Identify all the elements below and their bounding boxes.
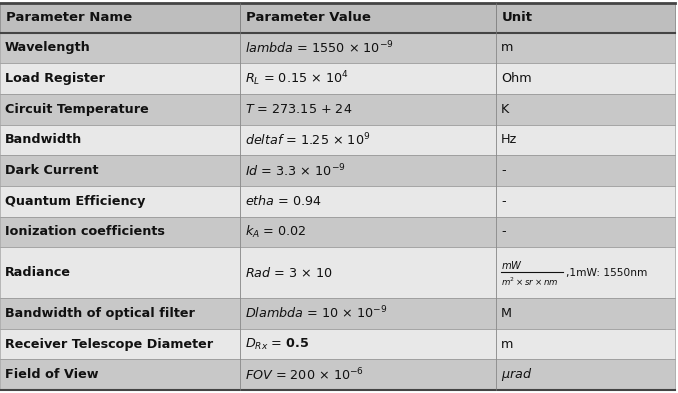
Bar [239, 247, 496, 298]
Bar [0, 33, 239, 63]
Bar [496, 247, 675, 298]
Bar [0, 125, 239, 155]
Text: Unit: Unit [502, 11, 533, 24]
Text: Circuit Temperature: Circuit Temperature [5, 103, 148, 116]
Text: Ionization coefficients: Ionization coefficients [5, 226, 165, 239]
Text: ,1mW: 1550nm: ,1mW: 1550nm [566, 268, 647, 277]
Bar [496, 359, 675, 390]
Bar [496, 329, 675, 359]
Text: $\it{Rad}$ = 3 $\times$ 10: $\it{Rad}$ = 3 $\times$ 10 [245, 266, 332, 280]
Text: $\it{R}_{\it{L}}$ = 0.15 $\times$ 10$^{4}$: $\it{R}_{\it{L}}$ = 0.15 $\times$ 10$^{4… [245, 69, 348, 88]
Text: $\it{k}_{\it{A}}$ = 0.02: $\it{k}_{\it{A}}$ = 0.02 [245, 224, 306, 240]
Bar [0, 329, 239, 359]
Text: K: K [501, 103, 509, 116]
Bar [496, 3, 675, 33]
Text: -: - [501, 195, 506, 208]
Bar [239, 125, 496, 155]
Text: $\it{etha}$ = 0.94: $\it{etha}$ = 0.94 [245, 194, 321, 208]
Bar [0, 247, 239, 298]
Text: Field of View: Field of View [5, 368, 98, 381]
Text: $\it{m^2 \times sr \times nm}$: $\it{m^2 \times sr \times nm}$ [501, 275, 559, 288]
Text: Bandwidth of optical filter: Bandwidth of optical filter [5, 307, 195, 320]
Bar [0, 359, 239, 390]
Bar [239, 329, 496, 359]
Text: Parameter Value: Parameter Value [245, 11, 370, 24]
Text: Wavelength: Wavelength [5, 41, 91, 55]
Text: $\mathbf{\it{D}}_{\mathbf{\it{Rx}}}$ = $\mathbf{0.5}$: $\mathbf{\it{D}}_{\mathbf{\it{Rx}}}$ = $… [245, 336, 309, 352]
Bar [496, 94, 675, 125]
Bar [496, 125, 675, 155]
Bar [0, 217, 239, 247]
Bar [239, 217, 496, 247]
Bar [0, 186, 239, 217]
Text: $\it{mW}$: $\it{mW}$ [501, 259, 523, 271]
Bar [239, 359, 496, 390]
Text: $\it{\mu rad}$: $\it{\mu rad}$ [501, 366, 533, 383]
Bar [239, 155, 496, 186]
Bar [496, 217, 675, 247]
Text: $\it{T}$ = 273.15 + 24: $\it{T}$ = 273.15 + 24 [245, 103, 352, 116]
Bar [239, 3, 496, 33]
Text: Ohm: Ohm [501, 72, 532, 85]
Bar [496, 155, 675, 186]
Text: $\it{Dlambda}$ = 10 $\times$ 10$^{-9}$: $\it{Dlambda}$ = 10 $\times$ 10$^{-9}$ [245, 305, 387, 321]
Text: Dark Current: Dark Current [5, 164, 98, 177]
Bar [239, 186, 496, 217]
Text: $\it{deltaf}$ = 1.25 $\times$ 10$^{9}$: $\it{deltaf}$ = 1.25 $\times$ 10$^{9}$ [245, 132, 370, 148]
Text: Quantum Efficiency: Quantum Efficiency [5, 195, 145, 208]
Text: Load Register: Load Register [5, 72, 105, 85]
Text: Hz: Hz [501, 134, 517, 147]
Bar [239, 63, 496, 94]
Text: m: m [501, 338, 513, 351]
Bar [0, 63, 239, 94]
Text: Receiver Telescope Diameter: Receiver Telescope Diameter [5, 338, 213, 351]
Text: Radiance: Radiance [5, 266, 71, 279]
Bar [496, 33, 675, 63]
Text: -: - [501, 226, 506, 239]
Text: M: M [501, 307, 512, 320]
Bar [0, 94, 239, 125]
Bar [0, 3, 239, 33]
Text: -: - [501, 164, 506, 177]
Text: Parameter Name: Parameter Name [6, 11, 132, 24]
Bar [496, 298, 675, 329]
Bar [496, 63, 675, 94]
Bar [239, 298, 496, 329]
Text: m: m [501, 41, 513, 55]
Text: $\it{lambda}$ = 1550 $\times$ 10$^{-9}$: $\it{lambda}$ = 1550 $\times$ 10$^{-9}$ [245, 40, 393, 56]
Bar [496, 186, 675, 217]
Bar [239, 94, 496, 125]
Bar [0, 155, 239, 186]
Text: $\it{Id}$ = 3.3 $\times$ 10$^{-9}$: $\it{Id}$ = 3.3 $\times$ 10$^{-9}$ [245, 162, 345, 179]
Bar [0, 298, 239, 329]
Text: Bandwidth: Bandwidth [5, 134, 82, 147]
Bar [239, 33, 496, 63]
Text: $\it{FOV}$ = 200 $\times$ 10$^{-6}$: $\it{FOV}$ = 200 $\times$ 10$^{-6}$ [245, 366, 363, 383]
